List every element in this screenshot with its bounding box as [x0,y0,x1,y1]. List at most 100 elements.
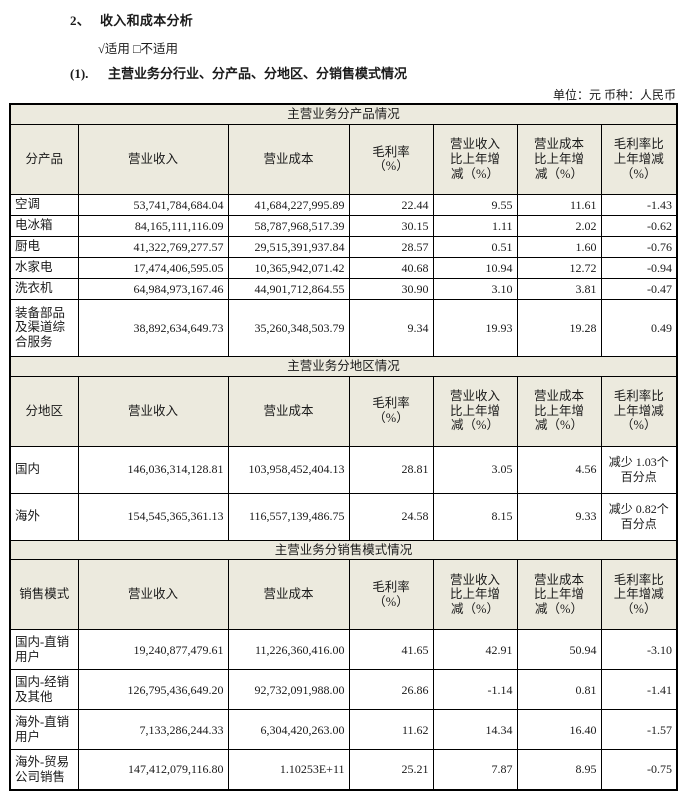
cell-revenue-yoy: 1.11 [432,214,518,237]
header-line: 营业收入 [449,137,500,152]
column-header-cost-yoy: 营业成本 比上年增 减（%） [516,123,602,195]
cell-gross-margin: 28.81 [348,445,434,494]
section-banner-3: 主营业务分销售模式情况 [9,539,678,561]
header-line: 比上年增 [449,151,500,166]
cell-revenue-yoy: 3.10 [432,277,518,300]
cell-revenue-yoy: 42.91 [432,629,518,671]
cell-revenue-yoy: 19.93 [432,298,518,357]
cell-revenue: 17,474,406,595.05 [77,256,229,279]
section-banner-row: 主营业务分地区情况 [9,355,678,377]
header-line: 营业收入 [449,572,500,587]
cell-revenue-yoy: 3.05 [432,445,518,494]
header-line: （%） [621,418,657,433]
cell-cost-yoy: 19.28 [516,298,602,357]
table-row: 水家电 17,474,406,595.05 10,365,942,071.42 40.… [9,256,678,279]
cell-revenue-yoy: 7.87 [432,749,518,791]
cell-cost-yoy: 0.81 [516,669,602,711]
cell-cost-yoy: 8.95 [516,749,602,791]
column-header-revenue: 营业收入 [77,123,229,195]
row-label: 海外 [9,492,79,541]
cell-cost-yoy: 11.61 [516,193,602,216]
cell-revenue-yoy: -1.14 [432,669,518,711]
cell-cost-yoy: 12.72 [516,256,602,279]
cell-cost: 10,365,942,071.42 [227,256,350,279]
column-header-revenue-yoy: 营业收入 比上年增 减（%） [432,123,518,195]
header-line: 营业成本 [533,572,584,587]
cell-cost-yoy: 2.02 [516,214,602,237]
header-line: 上年增减 [613,587,664,602]
header-line: 毛利率 [372,144,410,159]
header-line: 比上年增 [449,587,500,602]
financial-table-container: 主营业务分产品情况 分产品 营业收入 营业成本 毛利率 （%） 营业收入 比上年增 减（%） 营业… [9,103,679,791]
column-header-revenue: 营业收入 [77,559,229,631]
header-line: 营业收入 [449,388,500,403]
cell-gross-margin: 11.62 [348,709,434,751]
header-line: 营业收入 [127,151,178,166]
cell-revenue-yoy: 8.15 [432,492,518,541]
cell-revenue-yoy: 0.51 [432,235,518,258]
cell-cost: 116,557,139,486.75 [227,492,350,541]
header-line: 营业成本 [533,137,584,152]
column-header-cost-yoy: 营业成本 比上年增 减（%） [516,375,602,447]
header-line: 毛利率比 [613,137,664,152]
cell-gm-yoy: -0.62 [600,214,678,237]
cell-gm-yoy: -1.43 [600,193,678,216]
cell-gm-yoy: -1.41 [600,669,678,711]
cell-revenue: 154,545,365,361.13 [77,492,229,541]
cell-gross-margin: 25.21 [348,749,434,791]
cell-gm-yoy: 0.49 [600,298,678,357]
cell-revenue: 126,795,436,649.20 [77,669,229,711]
table-row: 海外-直销用户 7,133,286,244.33 6,304,420,263.00 1… [9,709,678,751]
column-header-category: 分产品 [9,123,79,195]
section-banner-row: 主营业务分销售模式情况 [9,539,678,561]
column-header-category: 销售模式 [9,559,79,631]
cell-cost: 92,732,091,988.00 [227,669,350,711]
cell-gross-margin: 9.34 [348,298,434,357]
header-line: 减（%） [535,418,583,433]
header-line: 减（%） [451,418,499,433]
cell-gross-margin: 40.68 [348,256,434,279]
cell-revenue-yoy: 9.55 [432,193,518,216]
section-banner-row: 主营业务分产品情况 [9,103,678,125]
cell-gross-margin: 22.44 [348,193,434,216]
row-label: 洗衣机 [9,277,79,300]
column-header-revenue-yoy: 营业收入 比上年增 减（%） [432,375,518,447]
column-header-category: 分地区 [9,375,79,447]
row-label: 厨电 [9,235,79,258]
header-line: 营业成本 [263,587,314,602]
column-header-cost: 营业成本 [227,123,350,195]
cell-revenue-yoy: 10.94 [432,256,518,279]
cell-revenue: 64,984,973,167.46 [77,277,229,300]
cell-revenue: 146,036,314,128.81 [77,445,229,494]
cell-revenue: 7,133,286,244.33 [77,709,229,751]
cell-cost: 11,226,360,416.00 [227,629,350,671]
header-line: 毛利率比 [613,572,664,587]
table-row: 海外 154,545,365,361.13 116,557,139,486.75 24… [9,492,678,541]
cell-cost: 41,684,227,995.89 [227,193,350,216]
header-line: 毛利率 [372,396,410,411]
row-label: 电冰箱 [9,214,79,237]
header-line: 营业成本 [263,403,314,418]
subsection-number: (1). [70,66,89,81]
cell-cost: 6,304,420,263.00 [227,709,350,751]
cell-gm-yoy: -0.76 [600,235,678,258]
column-header-row: 销售模式 营业收入 营业成本 毛利率 （%） 营业收入 比上年增 减（%） 营业成本 比上年增 减（… [9,559,678,631]
table-row: 海外-贸易公司销售 147,412,079,116.80 1.10253E+11 25… [9,749,678,791]
header-line: （%） [621,166,657,181]
table-row: 电冰箱 84,165,111,116.09 58,787,968,517.39 30.… [9,214,678,237]
header-line: （%） [373,159,409,174]
row-label: 国内-直销用户 [9,629,79,671]
row-label: 水家电 [9,256,79,279]
cell-cost-yoy: 3.81 [516,277,602,300]
column-header-row: 分地区 营业收入 营业成本 毛利率 （%） 营业收入 比上年增 减（%） 营业成本 比上年增 减（%… [9,375,678,447]
header-line: （%） [621,602,657,617]
cell-cost: 58,787,968,517.39 [227,214,350,237]
cell-cost-yoy: 50.94 [516,629,602,671]
cell-gross-margin: 24.58 [348,492,434,541]
column-header-revenue: 营业收入 [77,375,229,447]
header-line: 比上年增 [533,403,584,418]
header-line: 比上年增 [449,403,500,418]
column-header-gross-margin: 毛利率 （%） [348,375,434,447]
header-line: 上年增减 [613,403,664,418]
cell-gross-margin: 26.86 [348,669,434,711]
